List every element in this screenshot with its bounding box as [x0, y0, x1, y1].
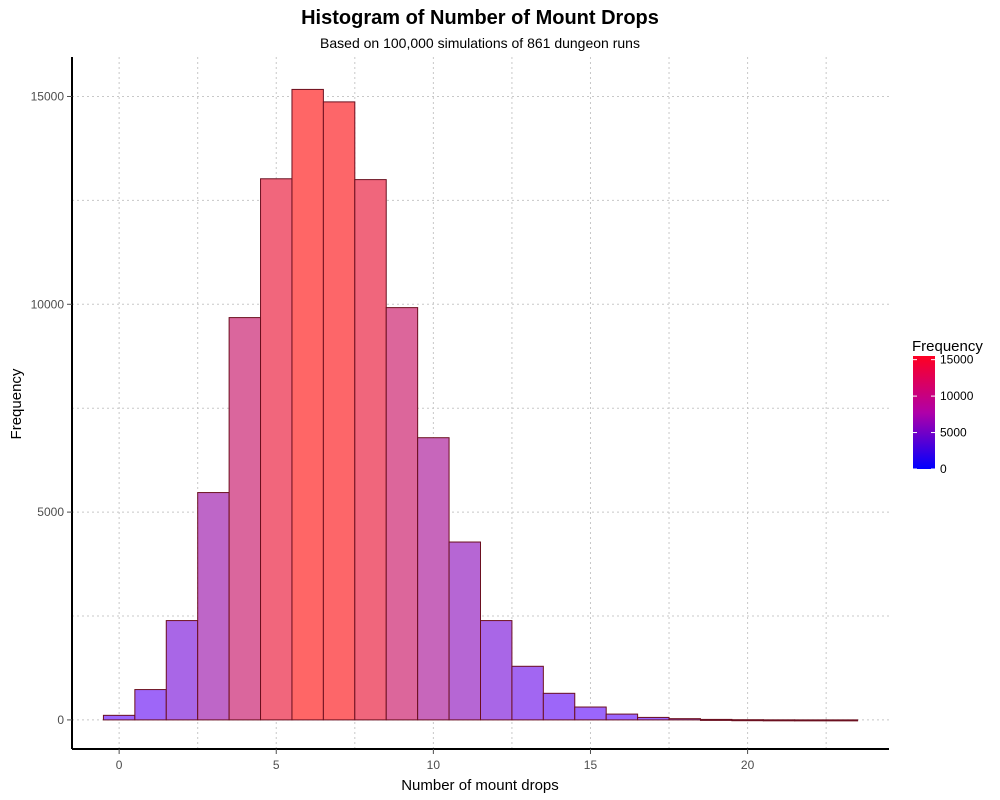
bar-11: [448, 541, 482, 721]
bar-1: [134, 689, 167, 721]
bar-2: [165, 620, 199, 721]
bar-21: [762, 719, 796, 722]
y-tick-label: 5000: [37, 505, 64, 519]
legend-colorbar: [913, 356, 935, 469]
legend-label: 10000: [940, 389, 974, 403]
legend-ticks: 15000 10000 5000 0: [913, 353, 974, 476]
x-axis-title: Number of mount drops: [401, 777, 559, 794]
legend-title: Frequency: [912, 338, 983, 355]
histogram-bars: [102, 88, 859, 722]
bar-12: [480, 620, 513, 721]
bar-9: [385, 307, 419, 721]
y-axis-title: Frequency: [8, 368, 25, 439]
x-tick-label: 0: [116, 758, 123, 772]
bar-20: [731, 719, 764, 722]
y-axis-ticks: 0 5000 10000 15000: [31, 89, 72, 727]
bar-23: [825, 719, 859, 722]
x-axis-ticks: 0 5 10 15 20: [116, 749, 755, 772]
frequency-legend: Frequency 15000 10000 5000 0: [912, 338, 983, 476]
y-tick-label: 15000: [31, 89, 65, 103]
bar-16: [605, 713, 639, 721]
bar-18: [668, 718, 701, 721]
bar-17: [637, 716, 670, 721]
legend-label: 5000: [940, 426, 967, 440]
legend-label: 15000: [940, 353, 974, 367]
bar-13: [511, 665, 544, 721]
chart-subtitle: Based on 100,000 simulations of 861 dung…: [320, 35, 640, 51]
bar-4: [228, 317, 262, 721]
x-tick-label: 15: [584, 758, 598, 772]
y-tick-label: 0: [57, 713, 64, 727]
x-tick-label: 10: [427, 758, 441, 772]
x-tick-label: 20: [741, 758, 755, 772]
bar-6: [291, 88, 324, 721]
legend-label: 0: [940, 462, 947, 476]
bar-10: [417, 437, 450, 721]
bar-7: [322, 101, 356, 721]
bar-3: [197, 492, 230, 721]
x-tick-label: 5: [273, 758, 280, 772]
bar-22: [794, 719, 827, 722]
bar-15: [574, 706, 607, 721]
bar-0: [102, 714, 136, 721]
bar-5: [260, 178, 293, 721]
bar-8: [354, 179, 387, 721]
bar-19: [699, 718, 733, 721]
bar-14: [542, 692, 576, 721]
chart-title: Histogram of Number of Mount Drops: [301, 7, 659, 29]
y-tick-label: 10000: [31, 297, 65, 311]
